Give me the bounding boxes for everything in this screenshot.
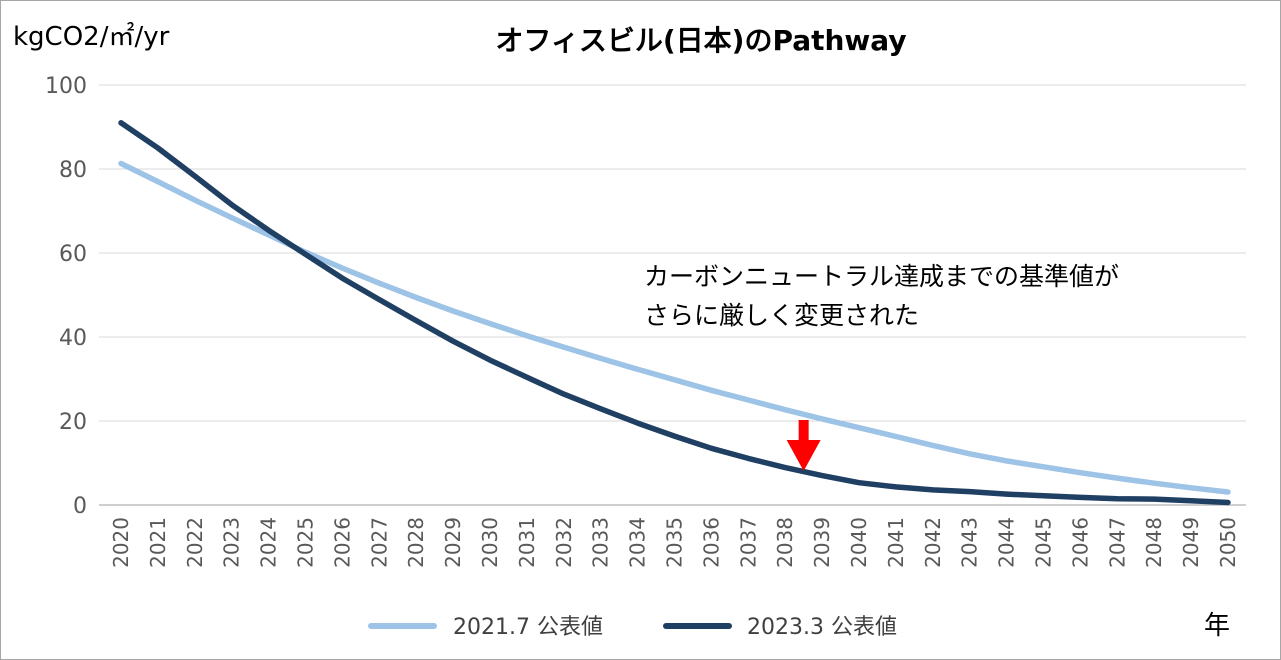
x-tick-label: 2049 — [1179, 517, 1203, 568]
x-tick-label: 2026 — [330, 517, 354, 568]
x-tick-label: 2034 — [626, 517, 650, 568]
series-line-1 — [118, 120, 1231, 506]
x-tick-label: 2043 — [958, 517, 982, 568]
x-tick-label: 2037 — [736, 517, 760, 568]
y-tick-label: 100 — [45, 74, 87, 99]
annotation-line-1: カーボンニュートラル達成までの基準値が — [644, 262, 1119, 291]
x-tick-label: 2050 — [1216, 517, 1240, 568]
x-tick-label: 2031 — [515, 517, 539, 568]
x-tick-label: 2035 — [663, 517, 687, 568]
x-axis-ticks: 2020 2021 2022 2023 2024 2025 2026 2027 2028 2029… — [109, 517, 1240, 568]
x-tick-label: 2036 — [699, 517, 723, 568]
x-tick-label: 2029 — [441, 517, 465, 568]
x-tick-label: 2023 — [220, 517, 244, 568]
x-tick-label: 2030 — [478, 517, 502, 568]
series-lines — [118, 120, 1231, 506]
y-axis-ticks: 0 20 40 60 80 100 — [45, 74, 87, 519]
x-tick-label: 2041 — [884, 517, 908, 568]
x-tick-label: 2040 — [847, 517, 871, 568]
x-tick-label: 2044 — [995, 517, 1019, 568]
gridlines — [99, 84, 1246, 506]
down-arrow-icon — [786, 420, 821, 471]
arrow-shaft — [798, 420, 809, 441]
y-tick-label: 0 — [73, 494, 87, 519]
arrow-head — [786, 440, 821, 471]
x-tick-label: 2027 — [367, 517, 391, 568]
x-tick-label: 2021 — [146, 517, 170, 568]
legend: 2021.7 公表値 2023.3 公表値 — [368, 615, 897, 640]
x-axis-unit-label: 年 — [1204, 611, 1230, 641]
x-tick-label: 2020 — [109, 517, 133, 568]
annotation-line-2: さらに厳しく変更された — [644, 301, 919, 330]
legend-label-2023: 2023.3 公表値 — [747, 615, 897, 640]
legend-label-2021: 2021.7 公表値 — [453, 615, 603, 640]
x-tick-label: 2033 — [589, 517, 613, 568]
x-tick-label: 2046 — [1068, 517, 1092, 568]
y-tick-label: 40 — [59, 326, 87, 351]
x-tick-label: 2038 — [773, 517, 797, 568]
x-tick-label: 2032 — [552, 517, 576, 568]
x-tick-label: 2028 — [404, 517, 428, 568]
chart-title: オフィスビル(日本)のPathway — [495, 24, 906, 57]
x-tick-label: 2045 — [1032, 517, 1056, 568]
x-tick-label: 2047 — [1105, 517, 1129, 568]
x-tick-label: 2048 — [1142, 517, 1166, 568]
x-tick-label: 2025 — [294, 517, 318, 568]
y-tick-label: 20 — [59, 410, 87, 435]
y-tick-label: 60 — [59, 242, 87, 267]
x-tick-label: 2042 — [921, 517, 945, 568]
x-tick-label: 2039 — [810, 517, 834, 568]
x-tick-label: 2024 — [257, 517, 281, 568]
y-axis-unit-label: kgCO2/㎡/yr — [13, 22, 170, 52]
y-tick-label: 80 — [59, 158, 87, 183]
annotation: カーボンニュートラル達成までの基準値が さらに厳しく変更された — [644, 262, 1119, 471]
x-tick-label: 2022 — [183, 517, 207, 568]
